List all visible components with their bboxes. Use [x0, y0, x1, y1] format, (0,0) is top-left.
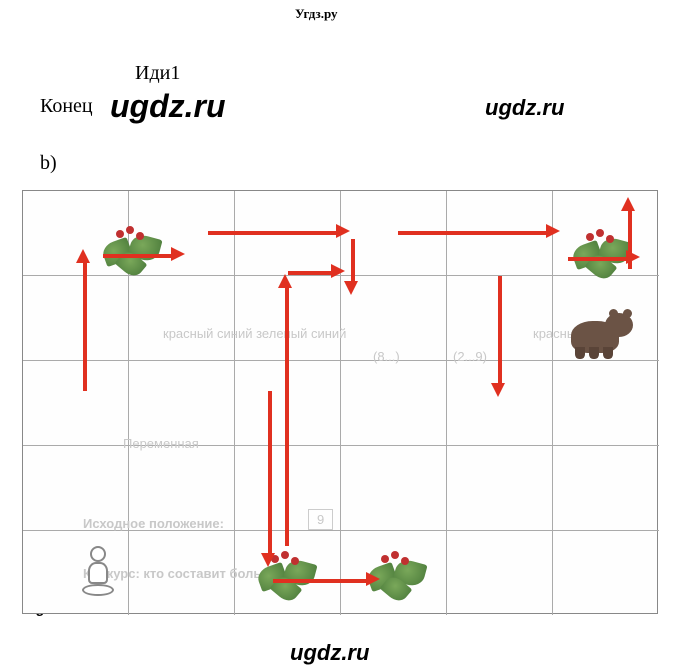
arrow: [498, 276, 502, 386]
grid-cell: [553, 446, 659, 531]
section-label: b): [40, 152, 57, 175]
plant-icon: [98, 216, 168, 276]
arrow: [351, 239, 355, 284]
faint-text: (2...9): [453, 349, 487, 364]
arrow-head: [336, 224, 350, 238]
path-grid: красный синий зеленый синий красный (2..…: [22, 190, 658, 614]
grid-cell: [341, 446, 447, 531]
arrow: [83, 261, 87, 391]
plant-icon: [253, 541, 323, 601]
arrow-head: [171, 247, 185, 261]
arrow-head: [278, 274, 292, 288]
arrow-head: [491, 383, 505, 397]
arrow-head: [626, 250, 640, 264]
grid-cell: [129, 361, 235, 446]
faint-box: 9: [308, 509, 333, 530]
arrow: [398, 231, 548, 235]
faint-text: Исходное положение:: [83, 516, 224, 531]
arrow: [208, 231, 338, 235]
arrow-head: [76, 249, 90, 263]
watermark-1: ugdz.ru: [110, 88, 226, 125]
arrow: [103, 254, 173, 258]
grid-cell: [129, 276, 235, 361]
watermark-2: ugdz.ru: [485, 95, 564, 121]
plant-icon: [363, 541, 433, 601]
arrow-head: [331, 264, 345, 278]
grid-cell: [341, 361, 447, 446]
grid-cell: [553, 531, 659, 615]
arrow-head: [344, 281, 358, 295]
faint-text: (8...): [373, 349, 400, 364]
arrow: [268, 391, 272, 556]
faint-text: Переменная: [123, 436, 199, 451]
arrow: [568, 257, 628, 261]
watermark-6: ugdz.ru: [290, 640, 369, 666]
arrow-head: [366, 572, 380, 586]
arrow: [273, 579, 368, 583]
label-idi: Иди1: [135, 62, 180, 85]
grid-cell: [23, 276, 129, 361]
arrow-head: [621, 197, 635, 211]
arrow-head: [261, 553, 275, 567]
label-konets: Конец: [40, 95, 93, 118]
bear-icon: [563, 303, 638, 358]
faint-text: красный синий зеленый синий: [163, 326, 346, 341]
grid-cell: [447, 446, 553, 531]
arrow: [288, 271, 333, 275]
grid-cell: [23, 361, 129, 446]
arrow-head: [546, 224, 560, 238]
site-header: Угдз.ру: [295, 6, 338, 22]
grid-cell: [553, 361, 659, 446]
grid-cell: [447, 531, 553, 615]
figure-icon: [78, 546, 118, 601]
arrow: [285, 286, 289, 546]
